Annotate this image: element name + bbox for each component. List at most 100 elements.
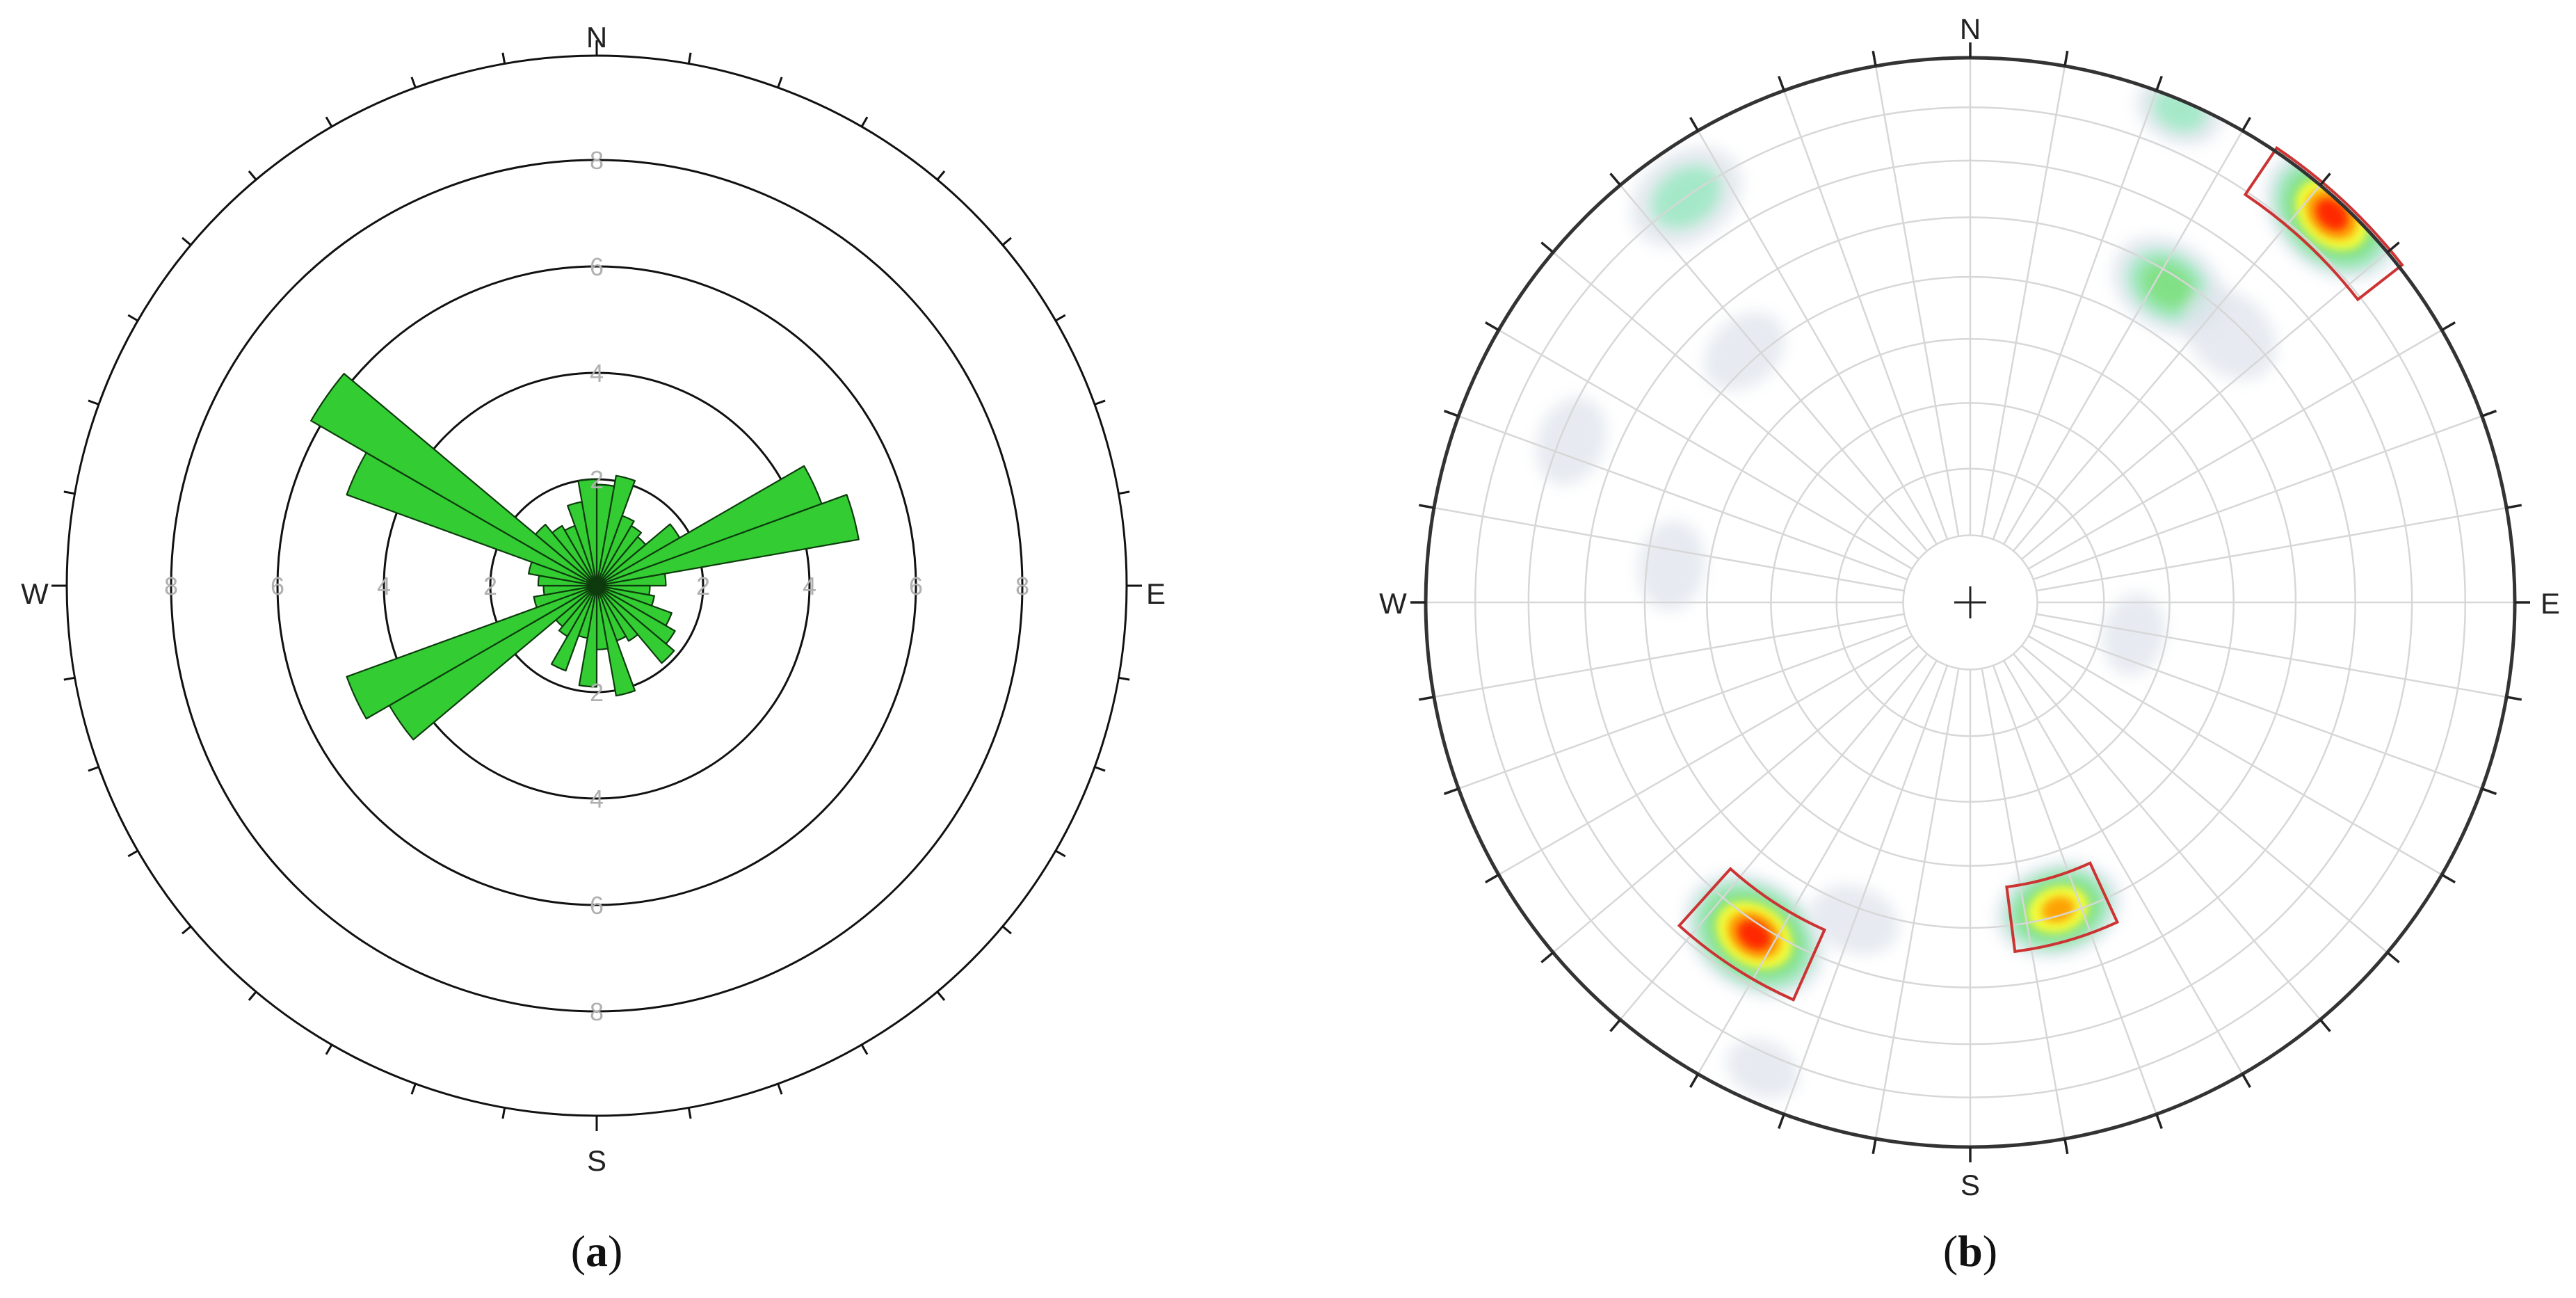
rose-tick bbox=[501, 1107, 506, 1119]
grid-azimuth-line bbox=[2027, 329, 2442, 570]
stereonet-tick bbox=[1609, 173, 1622, 186]
stereonet-tick bbox=[1484, 873, 1499, 884]
stereonet-tick bbox=[1540, 241, 1554, 254]
stereonet-tick bbox=[1778, 1114, 1785, 1130]
rose-petal bbox=[595, 524, 643, 587]
rose-ring-label: 8 bbox=[590, 146, 604, 175]
stereonet-tick bbox=[2319, 173, 2331, 186]
grid-azimuth-line bbox=[1433, 506, 1905, 592]
stereonet-tick bbox=[2386, 241, 2400, 254]
stereonet-tick bbox=[1689, 1073, 1700, 1089]
rose-tick bbox=[127, 849, 138, 858]
rose-ring-label: 8 bbox=[1015, 572, 1029, 600]
rose-petal bbox=[551, 524, 598, 587]
density-contour-low bbox=[1726, 1039, 1800, 1099]
rose-ring-label: 4 bbox=[803, 572, 816, 600]
density-contour-low bbox=[2102, 593, 2166, 676]
stereonet-tick bbox=[2441, 873, 2456, 884]
stereonet-tick bbox=[1871, 50, 1877, 67]
rose-petal bbox=[577, 478, 598, 587]
density-contour-low bbox=[2182, 287, 2277, 380]
rose-tick bbox=[687, 1107, 692, 1119]
caption-a: (a) bbox=[571, 1226, 623, 1276]
grid-azimuth-line bbox=[1552, 251, 1919, 560]
stereonet-tick bbox=[2063, 50, 2069, 67]
stereonet-tick bbox=[1778, 75, 1785, 91]
rose-compass-n: N bbox=[586, 21, 607, 54]
grid-azimuth-line bbox=[1874, 668, 1960, 1139]
density-contour-low bbox=[1703, 312, 1785, 392]
rose-ring-label: 2 bbox=[590, 678, 604, 707]
rose-tick bbox=[410, 1083, 417, 1095]
stereonet-tick bbox=[2063, 1138, 2069, 1155]
rose-tick bbox=[1001, 237, 1012, 246]
grid-azimuth-line bbox=[1697, 130, 1938, 545]
density-cluster bbox=[1726, 1039, 1800, 1099]
density-cluster bbox=[1703, 312, 1785, 392]
rose-ring-label: 6 bbox=[271, 572, 284, 600]
rose-petal bbox=[595, 494, 860, 587]
caption-b: (b) bbox=[1943, 1226, 1997, 1276]
stereonet-tick bbox=[1443, 787, 1459, 795]
grid-azimuth-line bbox=[1498, 635, 1913, 876]
grid-azimuth-line bbox=[2036, 506, 2507, 592]
rose-petal bbox=[550, 584, 598, 672]
grid-azimuth-line bbox=[2003, 659, 2244, 1075]
rose-ring-8 bbox=[170, 159, 1024, 1013]
rose-petal bbox=[534, 523, 598, 587]
stereonet-tick bbox=[2386, 951, 2400, 963]
grid-azimuth-line bbox=[1981, 668, 2066, 1139]
stereonet-tick bbox=[2481, 787, 2497, 795]
density-contour-low bbox=[1637, 520, 1706, 611]
cluster-window bbox=[2005, 861, 2120, 954]
stereonet-tick bbox=[2441, 321, 2456, 332]
cluster-window bbox=[2243, 145, 2404, 302]
stereonet-tick bbox=[2319, 1018, 2331, 1032]
stereonet-panel: N E S W bbox=[1379, 13, 2560, 1201]
rose-tick bbox=[325, 116, 333, 127]
grid-azimuth-line bbox=[2036, 613, 2507, 698]
rose-ring-label: 4 bbox=[377, 572, 391, 600]
rose-petal bbox=[595, 572, 667, 587]
stereonet-tick bbox=[1689, 116, 1700, 131]
grid-azimuth-line bbox=[1433, 613, 1905, 698]
stereonet-tick bbox=[1540, 951, 1554, 963]
rose-tick bbox=[860, 116, 869, 127]
net-compass-n: N bbox=[1960, 13, 1981, 45]
caption-b-letter: b bbox=[1958, 1226, 1983, 1276]
stereonet-tick bbox=[2155, 75, 2163, 91]
grid-azimuth-line bbox=[2027, 635, 2442, 876]
rose-tick bbox=[127, 314, 138, 322]
rose-ring-label: 8 bbox=[164, 572, 178, 600]
density-cluster bbox=[2102, 593, 2166, 676]
rose-compass-e: E bbox=[1146, 577, 1166, 610]
rose-ring-6 bbox=[276, 265, 917, 906]
rose-tick bbox=[860, 1044, 869, 1055]
stereonet-tick bbox=[2241, 1073, 2252, 1089]
rose-petal bbox=[595, 584, 639, 642]
stereonet-tick bbox=[2506, 696, 2522, 701]
grid-azimuth-line bbox=[1458, 624, 1908, 790]
stereonet-tick bbox=[1418, 504, 1435, 509]
stereonet-tick bbox=[1609, 1018, 1622, 1032]
rose-azimuth-ticks bbox=[51, 40, 1142, 1131]
rose-petals bbox=[310, 373, 860, 741]
rose-tick bbox=[325, 1044, 333, 1055]
rose-tick bbox=[936, 991, 946, 1001]
rose-ring-label: 6 bbox=[909, 572, 923, 600]
grid-azimuth-line bbox=[1697, 659, 1938, 1075]
rose-petal bbox=[595, 584, 636, 697]
rose-tick bbox=[63, 676, 75, 681]
rose-tick bbox=[63, 490, 75, 495]
rose-tick bbox=[777, 1083, 783, 1095]
grid-azimuth-line bbox=[2021, 251, 2388, 560]
rose-ring-labels: 2 2 2 2 4 4 4 4 6 6 6 6 8 8 8 8 bbox=[164, 146, 1029, 1026]
rose-ring-label: 4 bbox=[590, 359, 604, 387]
grid-azimuth-line bbox=[1498, 329, 1913, 570]
rose-tick bbox=[1055, 849, 1066, 858]
stereonet-tick bbox=[1484, 321, 1499, 332]
caption-a-letter: a bbox=[586, 1226, 608, 1276]
net-compass-s: S bbox=[1961, 1169, 1980, 1201]
stereonet-tick bbox=[1871, 1138, 1877, 1155]
